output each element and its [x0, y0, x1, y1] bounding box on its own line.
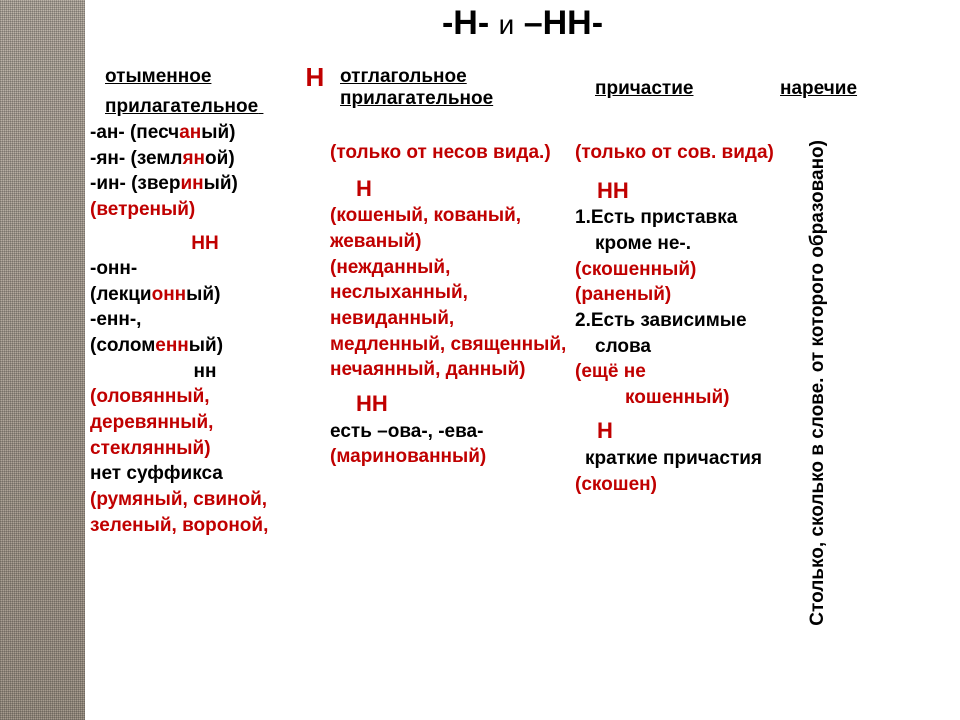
col1-header: отыменное прилагательное Н: [105, 66, 285, 119]
c2-ex2: (нежданный, неслыханный, невиданный, мед…: [330, 255, 570, 383]
c1-l6a: -енн-,: [90, 307, 320, 333]
c1-l5a: -онн-: [90, 256, 320, 282]
c2-n: Н: [330, 174, 570, 204]
c3-lastex: (скошен): [575, 472, 800, 498]
c3-note: (только от сов. вида): [575, 140, 800, 166]
c3-ex3: (ещё не: [575, 359, 800, 385]
c2-note: (только от несов вида.): [330, 140, 570, 166]
content-sheet: -Н- и –НН- отыменное прилагательное Н от…: [85, 0, 960, 720]
col1-body: -ан- (песчаный) -ян- (земляной) -ин- (зв…: [90, 120, 320, 538]
c1-nn: НН: [90, 231, 320, 257]
col3-header: причастие: [595, 78, 693, 100]
col1-big-n: Н: [305, 62, 324, 93]
c1-l1: -ан- (песчаный): [90, 120, 320, 146]
c3-r1: 1.Есть приставка: [575, 205, 800, 231]
col4-header: наречие: [780, 78, 857, 100]
page-title: -Н- и –НН-: [85, 4, 960, 43]
c3-nn: НН: [575, 176, 800, 206]
col4-body: Столько, сколько в слове. от которого об…: [805, 140, 960, 626]
c1-nn2: нн: [90, 359, 320, 385]
c1-l5: (лекционный): [90, 282, 320, 308]
c3-r1b: кроме не-.: [575, 231, 800, 257]
c2-l1: есть –ова-, -ева-: [330, 419, 570, 445]
col3-body: (только от сов. вида) НН 1.Есть приставк…: [575, 140, 800, 497]
c2-nn: НН: [330, 389, 570, 419]
c1-l9: (румяный, свиной, зеленый, вороной,: [90, 487, 320, 538]
c1-l3: -ин- (звериный): [90, 171, 320, 197]
c1-l8: нет суффикса: [90, 461, 320, 487]
title-mid: и: [499, 9, 515, 40]
c1-l6: (соломенный): [90, 333, 320, 359]
c3-ex3b: кошенный): [575, 385, 800, 411]
c1-l2: -ян- (земляной): [90, 146, 320, 172]
col2-header: отглагольное прилагательное: [340, 66, 540, 110]
c3-n: Н: [575, 416, 800, 446]
c2-ex1: (кошеный, кованый, жеваный): [330, 203, 570, 254]
c1-l7: (оловянный, деревянный, стеклянный): [90, 384, 320, 461]
c1-l4: (ветреный): [90, 197, 320, 223]
c3-r2b: слова: [575, 334, 800, 360]
c2-l2: (маринованный): [330, 444, 570, 470]
c3-r2: 2.Есть зависимые: [575, 308, 800, 334]
c3-ex1: (скошенный): [575, 257, 800, 283]
title-n: -Н-: [442, 4, 489, 42]
col2-body: (только от несов вида.) Н (кошеный, кова…: [330, 140, 570, 470]
title-nn: –НН-: [524, 4, 603, 42]
c3-last: краткие причастия: [575, 446, 800, 472]
c3-ex2: (раненый): [575, 282, 800, 308]
